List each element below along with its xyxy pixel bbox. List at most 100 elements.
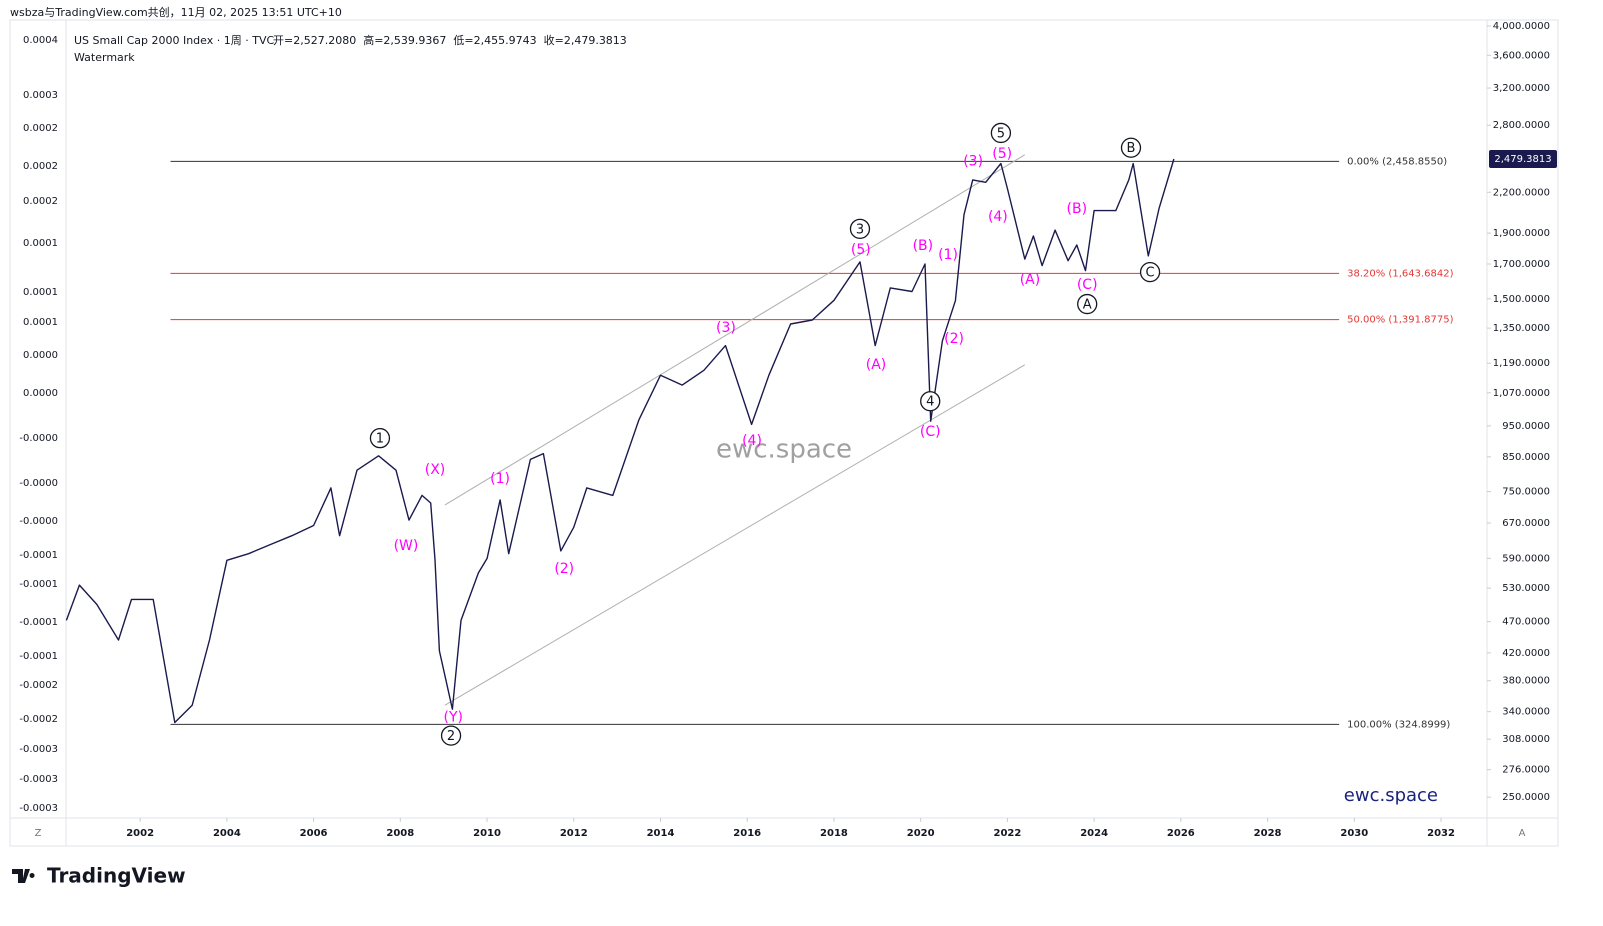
left-axis-label: -0.0001	[19, 579, 58, 590]
left-axis-label: -0.0003	[19, 803, 58, 814]
wave-circle	[369, 427, 391, 449]
wave-label: (X)	[425, 462, 446, 478]
chart-subtitle: Watermark	[74, 51, 135, 64]
y-tick-label: 1,070.0000	[1493, 388, 1550, 399]
x-tick-label: 2002	[126, 828, 154, 839]
x-tick-label: 2014	[647, 828, 675, 839]
wave-label: (1)	[490, 471, 510, 487]
left-axis-label: 0.0003	[23, 90, 58, 101]
ohlc-value: 低=2,455.9743	[453, 34, 536, 47]
price-line	[65, 158, 1175, 724]
wave-label: (Y)	[443, 709, 462, 725]
x-tick-label: 2030	[1340, 828, 1368, 839]
fib-label: 50.00% (1,391.8775)	[1347, 315, 1453, 326]
y-tick-label: 3,600.0000	[1493, 50, 1550, 61]
y-tick-label: 250.0000	[1502, 792, 1550, 803]
left-axis-label: 0.0000	[23, 350, 58, 361]
left-axis-label: 0.0002	[23, 123, 58, 134]
wave-label: (W)	[394, 538, 419, 554]
x-tick-label: 2022	[993, 828, 1021, 839]
x-tick-label: 2010	[473, 828, 501, 839]
wave-label: (B)	[1067, 201, 1088, 217]
wave-label: 5	[997, 126, 1005, 141]
left-axis-label: 0.0001	[23, 238, 58, 249]
wave-label: (A)	[866, 357, 887, 373]
last-price-tag	[1489, 150, 1557, 169]
left-axis-label: 0.0001	[23, 317, 58, 328]
wave-label: (5)	[992, 146, 1012, 162]
x-tick-label: 2012	[560, 828, 588, 839]
y-tick-label: 1,700.0000	[1493, 259, 1550, 270]
left-axis-label: 0.0001	[23, 287, 58, 298]
left-axis-label: 0.0000	[23, 388, 58, 399]
fib-label: 38.20% (1,643.6842)	[1347, 268, 1453, 279]
y-tick-label: 380.0000	[1502, 676, 1550, 687]
y-tick-label: 1,900.0000	[1493, 228, 1550, 239]
y-tick-label: 276.0000	[1502, 765, 1550, 776]
channel-line	[444, 364, 1026, 706]
y-tick-label: 590.0000	[1502, 553, 1550, 564]
left-axis-label: -0.0000	[19, 478, 58, 489]
wave-label: (3)	[963, 154, 983, 170]
wave-label: 2	[447, 729, 455, 744]
left-axis-label: -0.0000	[19, 433, 58, 444]
left-axis-label: -0.0001	[19, 651, 58, 662]
wave-label: (C)	[920, 424, 941, 440]
y-tick-label: 308.0000	[1502, 734, 1550, 745]
y-tick-label: 4,000.0000	[1493, 21, 1550, 32]
y-tick-label: 340.0000	[1502, 707, 1550, 718]
top-caption: wsbza与TradingView.com共创，11月 02, 2025 13:…	[10, 6, 342, 19]
y-tick-label: 1,190.0000	[1493, 358, 1550, 369]
left-axis-label: -0.0003	[19, 744, 58, 755]
corner-right[interactable]: A	[1519, 828, 1526, 839]
wave-label: (2)	[554, 561, 574, 577]
y-tick-label: 420.0000	[1502, 648, 1550, 659]
wave-label: A	[1083, 298, 1092, 313]
wave-label: (5)	[851, 242, 871, 258]
y-tick-label: 1,350.0000	[1493, 323, 1550, 334]
x-tick-label: 2016	[733, 828, 761, 839]
wave-circle	[990, 122, 1012, 144]
brand-note: ewc.space	[1344, 785, 1438, 806]
chart-title: US Small Cap 2000 Index · 1周 · TVC	[74, 34, 274, 47]
left-axis-label: 0.0002	[23, 161, 58, 172]
wave-label: C	[1146, 266, 1155, 281]
wave-label: (2)	[944, 331, 964, 347]
wave-label: (A)	[1020, 272, 1041, 288]
y-tick-label: 2,800.0000	[1493, 120, 1550, 131]
corner-left[interactable]: Z	[35, 828, 42, 839]
left-axis-label: -0.0002	[19, 680, 58, 691]
y-tick-label: 3,200.0000	[1493, 83, 1550, 94]
x-tick-label: 2026	[1167, 828, 1195, 839]
y-tick-label: 670.0000	[1502, 518, 1550, 529]
channel-line	[444, 154, 1026, 506]
left-axis-label: -0.0001	[19, 550, 58, 561]
x-tick-label: 2018	[820, 828, 848, 839]
last-price-label: 2,479.3813	[1494, 154, 1551, 165]
wave-label: (4)	[988, 209, 1008, 225]
fib-label: 100.00% (324.8999)	[1347, 719, 1450, 730]
tradingview-logo	[12, 869, 35, 883]
y-tick-label: 950.0000	[1502, 421, 1550, 432]
y-tick-label: 470.0000	[1502, 617, 1550, 628]
left-axis-label: -0.0003	[19, 774, 58, 785]
x-tick-label: 2004	[213, 828, 241, 839]
wave-label: 4	[926, 395, 934, 410]
x-tick-label: 2028	[1254, 828, 1282, 839]
wave-circle	[1120, 137, 1142, 158]
wave-label: (3)	[716, 320, 736, 336]
wave-label: 1	[376, 432, 384, 447]
wave-label: (C)	[1077, 277, 1098, 293]
footer-brand: TradingView	[47, 864, 186, 888]
wave-label: (B)	[913, 238, 934, 254]
left-axis-label: 0.0002	[23, 196, 58, 207]
left-axis-label: 0.0004	[23, 35, 58, 46]
y-tick-label: 2,200.0000	[1493, 187, 1550, 198]
wave-label: (4)	[742, 433, 762, 449]
left-axis-label: -0.0000	[19, 516, 58, 527]
x-tick-label: 2006	[300, 828, 328, 839]
ohlc-value: 收=2,479.3813	[544, 33, 627, 47]
chart-frame	[9, 19, 1559, 847]
x-tick-label: 2032	[1427, 828, 1455, 839]
x-tick-label: 2008	[386, 828, 414, 839]
